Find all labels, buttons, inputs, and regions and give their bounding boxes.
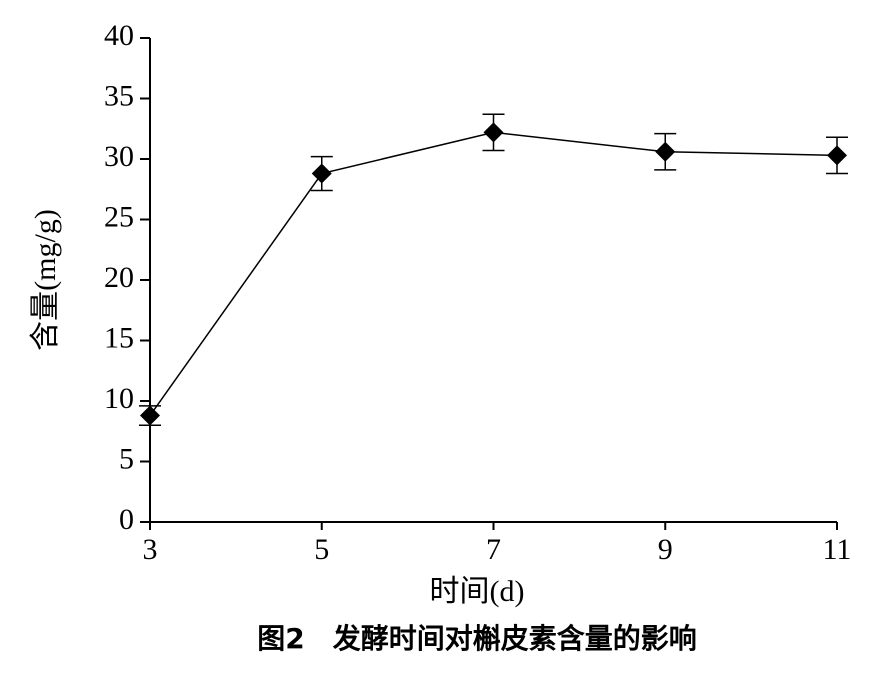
x-tick-label: 11 (823, 533, 852, 566)
marker (140, 405, 160, 426)
caption: 图2 发酵时间对槲皮素含量的影响 (257, 622, 696, 655)
x-tick-label: 9 (658, 533, 673, 566)
x-tick-label: 7 (486, 533, 501, 566)
y-tick-label: 0 (119, 503, 134, 536)
x-tick-label: 5 (314, 533, 329, 566)
marker (655, 141, 676, 162)
x-axis-label: 时间(d) (430, 575, 525, 608)
y-tick-label: 35 (104, 79, 134, 112)
y-tick-label: 25 (104, 200, 134, 233)
y-tick-label: 5 (119, 442, 134, 475)
y-tick-label: 40 (104, 19, 134, 52)
y-axis-label: 含量(mg/g) (29, 209, 62, 351)
y-tick-label: 10 (104, 382, 134, 415)
y-tick-label: 20 (104, 261, 134, 294)
marker (311, 163, 332, 184)
y-tick-label: 30 (104, 140, 134, 173)
marker (483, 122, 504, 143)
y-tick-label: 15 (104, 321, 134, 354)
marker (827, 145, 847, 166)
x-tick-label: 3 (143, 533, 158, 566)
line (149, 131, 838, 416)
